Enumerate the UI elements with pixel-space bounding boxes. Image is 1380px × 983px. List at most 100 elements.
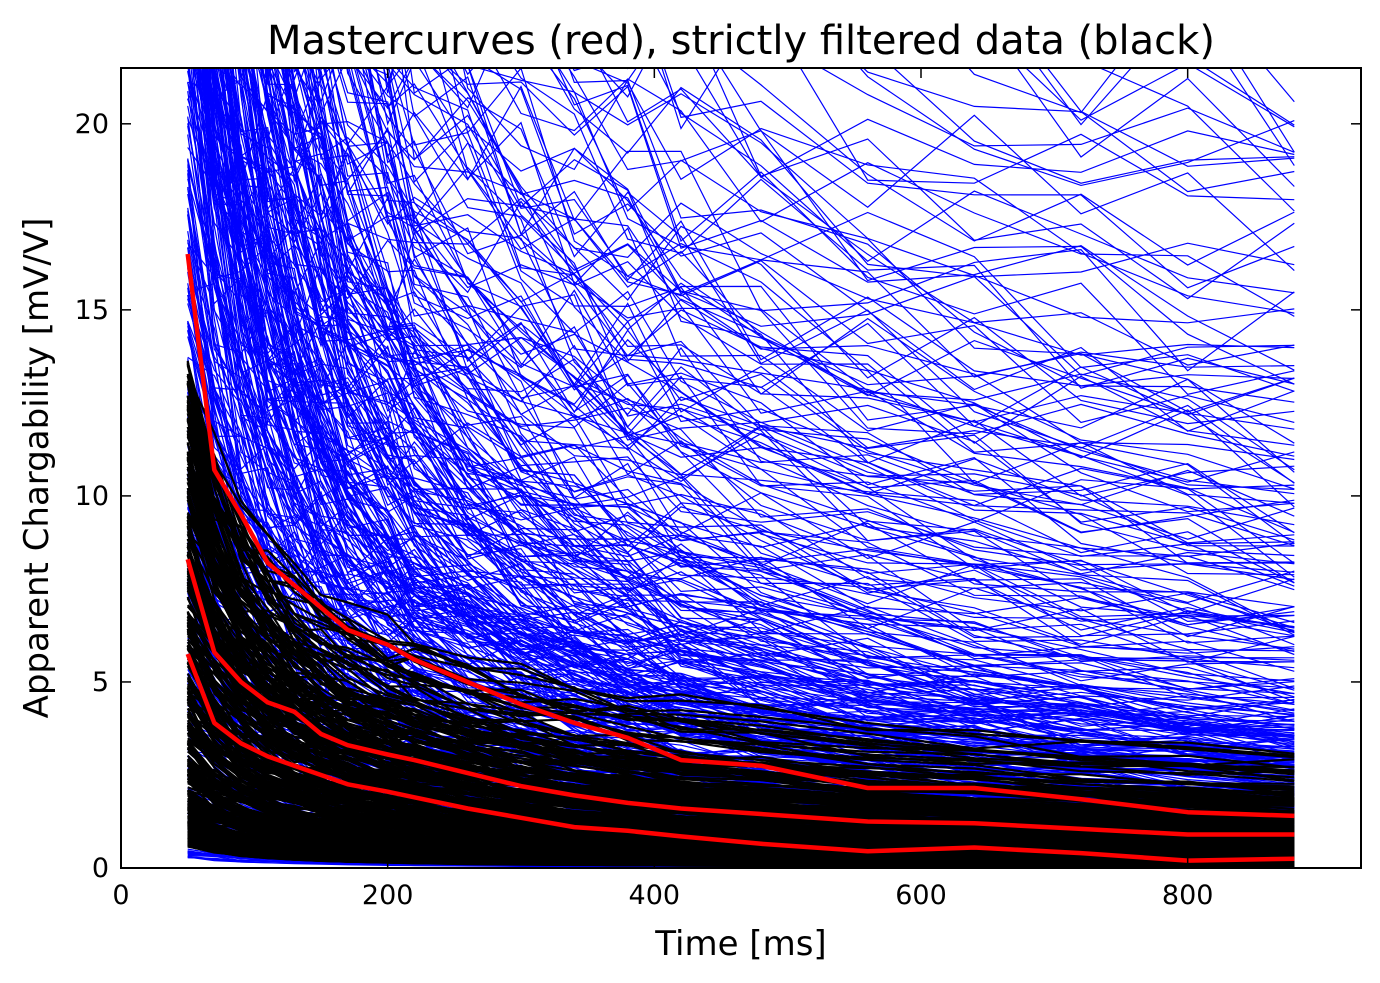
raw-data-line (549, 68, 1295, 444)
raw-data-line (353, 68, 1295, 629)
raw-data-line (309, 68, 1295, 663)
raw-data-line (339, 68, 1295, 636)
filtered-data-line (186, 417, 1295, 772)
raw-data-line (663, 68, 1295, 289)
raw-data-line (356, 68, 1295, 484)
filtered-data-line (186, 408, 1295, 821)
raw-data-line (431, 68, 1295, 395)
filtered-data-line (187, 836, 1295, 865)
raw-data-line (350, 68, 1295, 617)
raw-data-line (346, 68, 1295, 672)
filtered-data-line (186, 361, 1295, 769)
raw-data-line (661, 68, 1295, 201)
filtered-data-line (187, 845, 1295, 868)
raw-data-line (328, 68, 1295, 705)
raw-data-line (290, 68, 1295, 712)
raw-data-line (238, 68, 1295, 497)
filtered-data-line (186, 632, 1295, 844)
raw-data-line (568, 68, 1295, 272)
raw-data-line (284, 68, 1295, 653)
raw-data-line (215, 68, 1295, 483)
raw-data-line (404, 68, 1295, 533)
raw-data-line (738, 68, 1295, 266)
raw-data-line (320, 68, 1295, 387)
raw-data-line (401, 68, 1295, 424)
raw-data-line (275, 68, 1295, 659)
raw-data-line (476, 68, 1295, 392)
raw-data-line (467, 68, 1295, 430)
raw-data-line (385, 68, 1295, 504)
raw-data-line (280, 68, 1295, 545)
raw-data-line (355, 68, 1295, 614)
raw-data-line (383, 68, 1295, 547)
raw-data-line (187, 475, 1295, 701)
raw-data-line (187, 82, 1295, 737)
raw-data-line (276, 68, 1295, 558)
raw-data-line (284, 68, 1295, 752)
raw-data-line (599, 68, 1295, 300)
y-tick-label: 10 (75, 481, 109, 512)
raw-data-line (187, 166, 1295, 781)
raw-data-line (187, 116, 1295, 758)
raw-data-line (383, 68, 1295, 495)
filtered-data-line (187, 821, 1295, 863)
raw-data-line (286, 68, 1295, 759)
raw-data-line (284, 68, 1295, 695)
filtered-data-line (186, 443, 1295, 814)
filtered-data-line (186, 692, 1295, 850)
raw-data-line (395, 68, 1295, 578)
raw-data-line (208, 68, 1295, 729)
raw-data-line (892, 68, 1295, 184)
raw-data-line (187, 105, 1295, 628)
raw-data-line (567, 68, 1295, 385)
mastercurve-lines (185, 253, 1295, 863)
filtered-data-line (186, 451, 1295, 818)
filtered-data-line (186, 532, 1295, 794)
raw-data-line (187, 178, 1295, 637)
filtered-data-line (186, 516, 1295, 840)
raw-data-line (331, 68, 1295, 650)
x-tick-label: 400 (629, 880, 681, 911)
mastercurve-line-3 (185, 653, 1295, 863)
raw-data-line (259, 68, 1295, 534)
x-axis-ticks: 0 200 400 600 800 (112, 68, 1213, 911)
raw-data-line (245, 68, 1295, 814)
x-tick-label: 800 (1162, 880, 1214, 911)
filtered-data-line (186, 373, 1295, 795)
raw-data-line (192, 68, 1295, 763)
y-tick-label: 0 (92, 853, 109, 884)
raw-data-line (241, 68, 1295, 748)
raw-data-line (205, 68, 1295, 573)
raw-data-line (311, 68, 1295, 629)
raw-data-line (862, 68, 1295, 193)
raw-data-line (204, 68, 1295, 608)
raw-data-line (656, 68, 1295, 294)
x-tick-label: 0 (112, 880, 129, 911)
raw-data-line (590, 68, 1295, 314)
filtered-data-line (186, 739, 1295, 860)
filtered-data-line (186, 362, 1295, 823)
raw-data-line (257, 68, 1295, 769)
raw-data-line (337, 68, 1295, 413)
raw-data-line (572, 68, 1295, 179)
raw-data-line (296, 68, 1295, 731)
raw-data-line (348, 68, 1295, 557)
raw-data-line (296, 68, 1295, 484)
raw-data-line (247, 68, 1295, 765)
raw-data-line (302, 68, 1295, 736)
raw-data-line (187, 265, 1295, 746)
raw-data-line (304, 68, 1295, 734)
y-tick-label: 20 (75, 109, 109, 140)
chart-title: Mastercurves (red), strictly filtered da… (267, 18, 1215, 64)
raw-data-line (231, 68, 1295, 788)
raw-data-line (187, 242, 1295, 639)
filtered-data-line (186, 487, 1295, 819)
raw-data-line (288, 68, 1295, 378)
filtered-data-line (186, 773, 1295, 863)
raw-data-line (204, 68, 1295, 769)
raw-data-line (322, 68, 1295, 425)
raw-data-line (390, 68, 1295, 564)
raw-data-line (309, 68, 1295, 416)
raw-data-line (317, 68, 1295, 730)
